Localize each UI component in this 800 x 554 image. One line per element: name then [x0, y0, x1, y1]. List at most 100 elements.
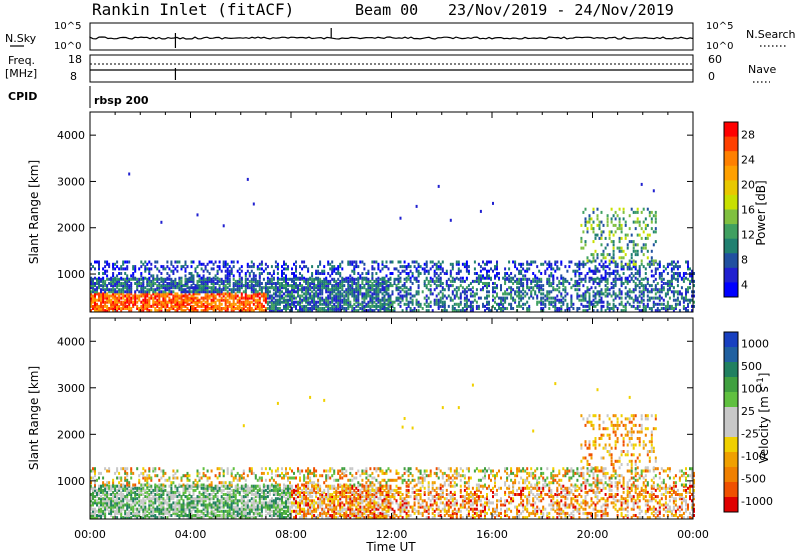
scatter-cell	[276, 309, 279, 313]
scatter-cell	[256, 292, 259, 296]
scatter-cell	[389, 282, 392, 285]
scatter-cell	[278, 292, 281, 296]
scatter-cell	[102, 286, 105, 290]
scatter-cell	[184, 298, 187, 302]
scatter-cell	[437, 279, 440, 283]
scatter-cell	[403, 286, 406, 290]
scatter-cell	[274, 260, 277, 264]
scatter-cell	[186, 507, 189, 511]
scatter-cell	[240, 300, 243, 304]
scatter-cell	[399, 276, 402, 280]
scatter-cell	[638, 279, 641, 283]
scatter-cell	[152, 296, 155, 300]
scatter-cell	[188, 298, 191, 302]
scatter-cell	[132, 501, 135, 505]
scatter-cell	[168, 282, 171, 285]
scatter-cell	[250, 300, 253, 304]
scatter-cell	[554, 262, 557, 266]
scatter-cell	[289, 304, 291, 308]
scatter-cell	[345, 288, 348, 292]
scatter-cell	[403, 265, 406, 269]
scatter-cell	[96, 302, 98, 306]
scatter-cell	[431, 309, 434, 313]
scatter-cell	[668, 282, 671, 285]
scatter-cell	[379, 304, 382, 308]
scatter-cell	[482, 276, 484, 280]
scatter-cell	[126, 505, 129, 509]
scatter-cell	[540, 298, 543, 302]
scatter-cell	[383, 294, 386, 298]
scatter-cell	[254, 294, 257, 298]
scatter-cell	[341, 282, 344, 285]
scatter-cell	[256, 279, 259, 283]
scatter-cell	[276, 286, 279, 290]
scatter-cell	[299, 272, 301, 275]
scatter-cell	[196, 265, 199, 269]
scatter-cell	[291, 300, 293, 304]
scatter-cell	[120, 284, 123, 288]
scatter-cell	[672, 294, 675, 298]
scatter-cell	[170, 302, 173, 306]
scatter-cell	[176, 269, 179, 273]
scatter-cell	[168, 476, 171, 480]
scatter-cell	[674, 290, 677, 294]
scatter-cell	[208, 294, 211, 298]
scatter-cell	[445, 272, 448, 275]
scatter-cell	[687, 267, 689, 271]
scatter-cell	[210, 302, 213, 306]
scatter-cell	[281, 290, 283, 294]
scatter-cell	[178, 288, 181, 292]
scatter-cell	[337, 298, 340, 302]
scatter-cell	[674, 262, 677, 266]
scatter-cell	[628, 279, 631, 283]
scatter-cell	[576, 307, 579, 310]
scatter-cell	[564, 288, 567, 292]
scatter-cell	[289, 298, 291, 302]
scatter-cell	[409, 300, 412, 304]
scatter-cell	[214, 290, 217, 294]
scatter-cell	[122, 495, 125, 499]
scatter-cell	[194, 302, 197, 306]
scatter-cell	[311, 272, 314, 275]
scatter-cell	[371, 260, 374, 264]
scatter-cell	[666, 304, 669, 308]
scatter-cell	[556, 276, 559, 280]
scatter-cell	[457, 262, 460, 266]
scatter-cell	[624, 262, 627, 266]
scatter-cell	[276, 288, 279, 292]
scatter-cell	[224, 284, 227, 288]
scatter-cell	[90, 294, 92, 298]
scatter-cell	[108, 501, 111, 505]
scatter-cell	[417, 302, 420, 306]
scatter-cell	[379, 307, 382, 310]
scatter-cell	[104, 269, 107, 273]
scatter-cell	[624, 223, 627, 227]
scatter-cell	[337, 267, 340, 271]
scatter-cell	[190, 272, 193, 275]
scatter-cell	[194, 307, 197, 310]
scatter-cell	[196, 279, 199, 283]
scatter-cell	[142, 483, 145, 487]
scatter-cell	[648, 233, 651, 237]
scatter-cell	[90, 300, 92, 304]
scatter-cell	[620, 265, 623, 269]
scatter-cell	[262, 309, 265, 313]
scatter-cell	[379, 277, 382, 281]
scatter-cell	[140, 300, 143, 304]
scatter-cell	[152, 516, 155, 520]
scatter-cell	[146, 277, 149, 281]
scatter-cell	[369, 307, 372, 310]
scatter-cell	[254, 300, 257, 304]
scatter-cell	[178, 260, 181, 264]
scatter-cell	[626, 246, 629, 250]
scatter-cell	[457, 288, 460, 292]
scatter-cell	[586, 288, 589, 292]
scatter-cell	[335, 272, 338, 275]
scatter-cell	[258, 288, 261, 292]
scatter-cell	[415, 298, 418, 302]
scatter-cell	[166, 478, 169, 482]
scatter-cell	[202, 511, 205, 515]
scatter-cell	[331, 307, 334, 310]
scatter-cell	[134, 296, 137, 300]
scatter-cell	[664, 294, 667, 298]
